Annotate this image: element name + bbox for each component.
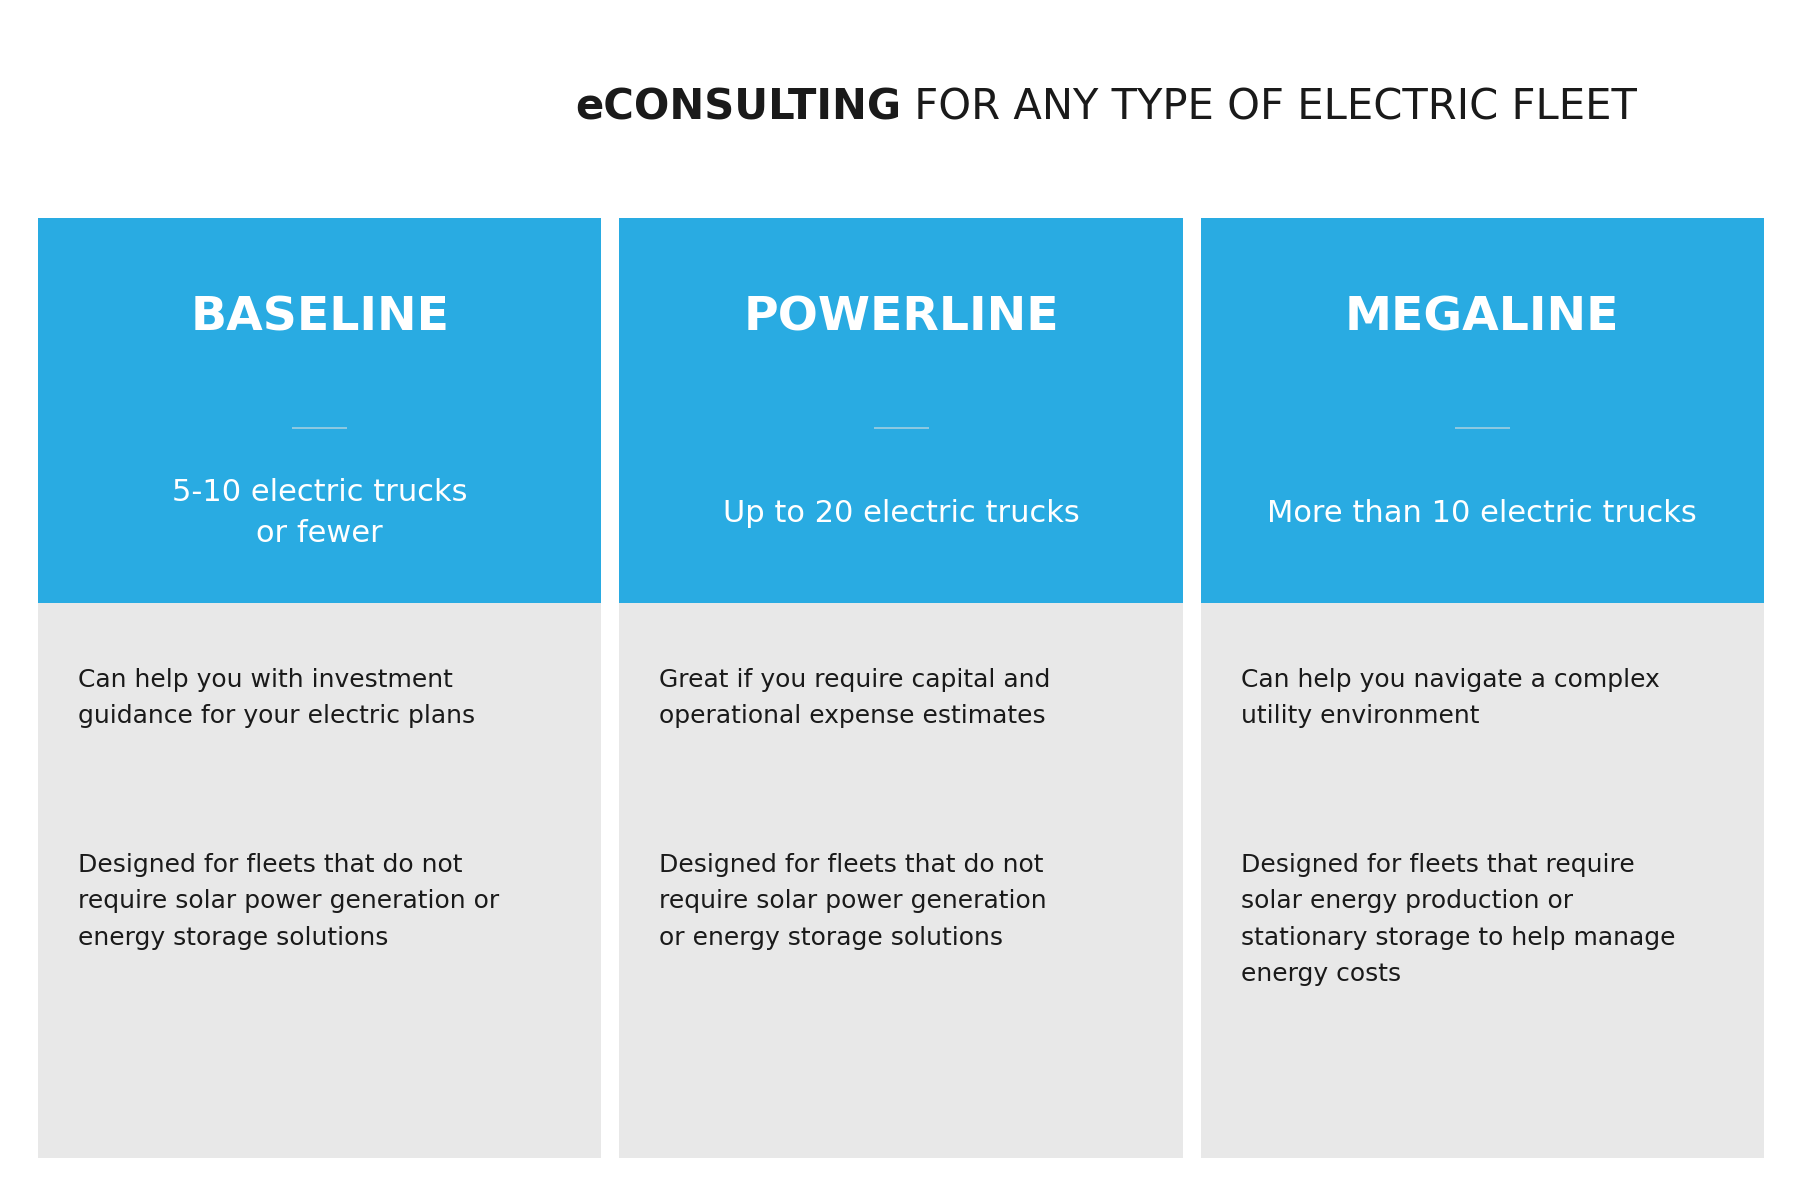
Text: Can help you with investment
guidance for your electric plans: Can help you with investment guidance fo… <box>77 668 476 728</box>
Text: MEGALINE: MEGALINE <box>1344 296 1620 340</box>
FancyBboxPatch shape <box>38 603 602 1158</box>
Text: eCONSULTING: eCONSULTING <box>575 87 901 129</box>
Text: POWERLINE: POWERLINE <box>742 296 1060 340</box>
Text: Designed for fleets that do not
require solar power generation
or energy storage: Designed for fleets that do not require … <box>660 853 1047 950</box>
FancyBboxPatch shape <box>38 218 602 603</box>
FancyBboxPatch shape <box>620 218 1182 603</box>
Text: Can help you navigate a complex
utility environment: Can help you navigate a complex utility … <box>1240 668 1660 728</box>
Text: 5-10 electric trucks
or fewer: 5-10 electric trucks or fewer <box>171 478 467 548</box>
FancyBboxPatch shape <box>1200 218 1764 603</box>
FancyBboxPatch shape <box>620 603 1182 1158</box>
Text: Great if you require capital and
operational expense estimates: Great if you require capital and operati… <box>660 668 1051 728</box>
Text: BASELINE: BASELINE <box>191 296 449 340</box>
Text: Up to 20 electric trucks: Up to 20 electric trucks <box>723 499 1079 528</box>
FancyBboxPatch shape <box>1200 603 1764 1158</box>
Text: FOR ANY TYPE OF ELECTRIC FLEET: FOR ANY TYPE OF ELECTRIC FLEET <box>901 87 1636 129</box>
Text: More than 10 electric trucks: More than 10 electric trucks <box>1267 499 1697 528</box>
Text: Designed for fleets that require
solar energy production or
stationary storage t: Designed for fleets that require solar e… <box>1240 853 1676 986</box>
Text: Designed for fleets that do not
require solar power generation or
energy storage: Designed for fleets that do not require … <box>77 853 499 950</box>
